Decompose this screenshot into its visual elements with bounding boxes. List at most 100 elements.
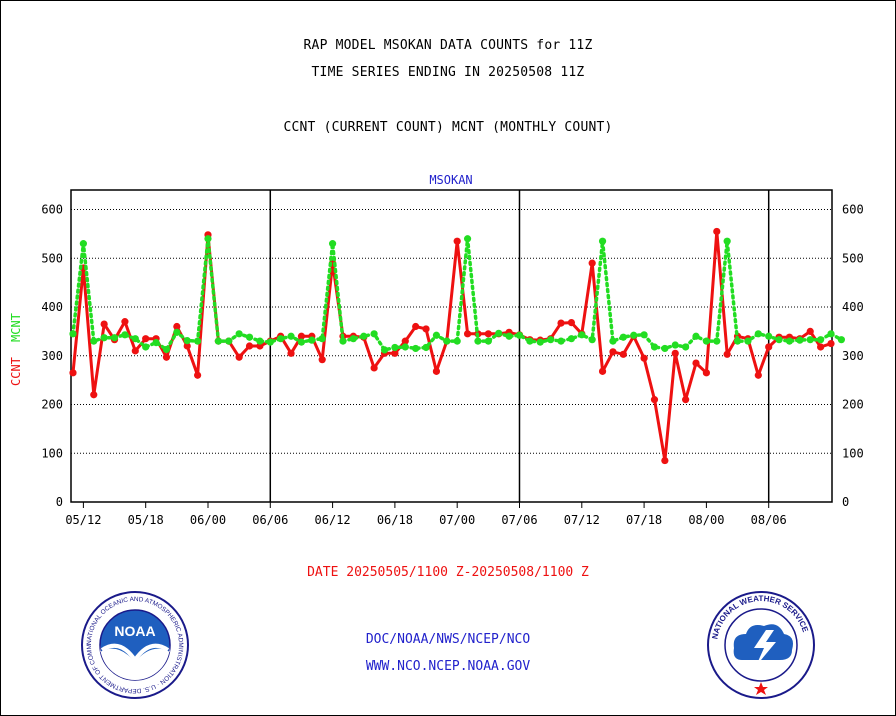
mcnt-point bbox=[162, 345, 171, 354]
ccnt-point bbox=[121, 318, 129, 326]
mcnt-point bbox=[266, 338, 274, 346]
y-axis-label-ccnt: CCNT bbox=[9, 357, 23, 386]
mcnt-point bbox=[837, 336, 845, 344]
mcnt-point bbox=[671, 341, 679, 349]
y-tick-label-right: 200 bbox=[842, 398, 864, 412]
ccnt-point bbox=[287, 349, 295, 357]
y-tick-label-right: 600 bbox=[842, 203, 864, 217]
ccnt-point bbox=[391, 349, 399, 357]
ccnt-point bbox=[713, 227, 721, 236]
x-tick-label: 07/06 bbox=[501, 513, 537, 527]
mcnt-point bbox=[557, 337, 565, 345]
x-tick-label: 07/18 bbox=[626, 513, 662, 527]
mcnt-point bbox=[339, 337, 347, 345]
ccnt-point bbox=[765, 343, 773, 351]
x-tick-label: 06/12 bbox=[315, 513, 351, 527]
x-tick-label: 06/18 bbox=[377, 513, 413, 527]
mcnt-point bbox=[225, 337, 233, 345]
mcnt-point bbox=[412, 344, 420, 353]
mcnt-point bbox=[713, 337, 721, 345]
ccnt-point bbox=[567, 319, 576, 327]
mcnt-point bbox=[308, 336, 316, 344]
mcnt-point bbox=[110, 334, 119, 342]
mcnt-point bbox=[547, 336, 555, 344]
mcnt-point bbox=[287, 332, 295, 340]
y-tick-label-left: 400 bbox=[41, 300, 63, 314]
ccnt-point bbox=[318, 356, 326, 364]
ccnt-point bbox=[401, 337, 409, 345]
ccnt-point bbox=[69, 369, 77, 377]
mcnt-point bbox=[817, 336, 825, 344]
y-tick-label-left: 0 bbox=[56, 495, 63, 509]
y-tick-label-right: 0 bbox=[842, 495, 849, 509]
ccnt-point bbox=[100, 320, 108, 328]
website-link[interactable]: WWW.NCO.NCEP.NOAA.GOV bbox=[365, 659, 531, 674]
ccnt-point bbox=[183, 342, 191, 350]
ccnt-point bbox=[194, 371, 202, 379]
ccnt-point bbox=[453, 237, 461, 245]
mcnt-point bbox=[785, 337, 794, 345]
x-tick-label: 05/18 bbox=[128, 513, 164, 527]
mcnt-point bbox=[173, 328, 181, 336]
mcnt-point bbox=[131, 335, 139, 343]
mcnt-point bbox=[432, 331, 441, 339]
y-tick-label-right: 100 bbox=[842, 446, 864, 460]
mcnt-point bbox=[661, 344, 669, 353]
mcnt-point bbox=[256, 337, 264, 345]
mcnt-point bbox=[214, 337, 222, 345]
mcnt-point bbox=[598, 237, 607, 245]
mcnt-point bbox=[204, 235, 212, 243]
mcnt-point bbox=[121, 331, 129, 339]
mcnt-point bbox=[142, 343, 150, 351]
mcnt-series bbox=[69, 235, 845, 354]
x-tick-label: 08/06 bbox=[751, 513, 787, 527]
org-path-label: DOC/NOAA/NWS/NCEP/NCO bbox=[365, 632, 531, 647]
x-tick-label: 06/06 bbox=[252, 513, 288, 527]
x-tick-label: 08/00 bbox=[688, 513, 724, 527]
mcnt-point bbox=[79, 240, 87, 248]
ccnt-point bbox=[754, 371, 762, 379]
noaa-logo: NOAA NATIONAL OCEANIC AND ATMOSPHERIC AD… bbox=[80, 590, 189, 699]
ccnt-point bbox=[557, 319, 565, 327]
x-tick-label: 06/00 bbox=[190, 513, 226, 527]
mcnt-point bbox=[567, 335, 576, 343]
ccnt-point bbox=[173, 322, 181, 331]
mcnt-point bbox=[463, 235, 472, 243]
mcnt-point bbox=[183, 337, 191, 345]
y-tick-label-left: 600 bbox=[41, 203, 63, 217]
ccnt-point bbox=[162, 353, 171, 361]
mcnt-point bbox=[650, 343, 659, 351]
mcnt-point bbox=[754, 330, 762, 338]
mcnt-point bbox=[733, 337, 742, 345]
chart-title: RAP MODEL MSOKAN DATA COUNTS for 11Z bbox=[303, 38, 593, 53]
y-tick-label-right: 300 bbox=[842, 349, 864, 363]
mcnt-point bbox=[318, 335, 326, 343]
mcnt-point bbox=[536, 338, 544, 346]
mcnt-point bbox=[90, 337, 98, 345]
y-axis-label-mcnt: MCNT bbox=[9, 313, 23, 342]
mcnt-point bbox=[360, 332, 368, 340]
mcnt-point bbox=[328, 240, 337, 248]
ccnt-point bbox=[682, 396, 690, 404]
ccnt-point bbox=[131, 347, 139, 355]
mcnt-point bbox=[297, 338, 306, 346]
mcnt-point bbox=[401, 343, 409, 351]
mcnt-point bbox=[100, 334, 108, 342]
ccnt-point bbox=[598, 367, 607, 375]
ccnt-point bbox=[671, 349, 679, 357]
ccnt-point bbox=[245, 342, 254, 350]
mcnt-point bbox=[495, 329, 503, 337]
mcnt-point bbox=[806, 336, 814, 344]
ccnt-point bbox=[142, 335, 150, 343]
mcnt-point bbox=[152, 338, 160, 347]
mcnt-point bbox=[682, 343, 690, 351]
mcnt-point bbox=[796, 336, 804, 344]
ccnt-point bbox=[588, 259, 596, 267]
nws-logo: NATIONAL WEATHER SERVICE bbox=[707, 591, 815, 699]
mcnt-point bbox=[630, 331, 638, 339]
ccnt-point bbox=[817, 343, 825, 351]
mcnt-point bbox=[515, 331, 524, 339]
mcnt-point bbox=[702, 337, 710, 345]
ccnt-point bbox=[609, 348, 617, 356]
